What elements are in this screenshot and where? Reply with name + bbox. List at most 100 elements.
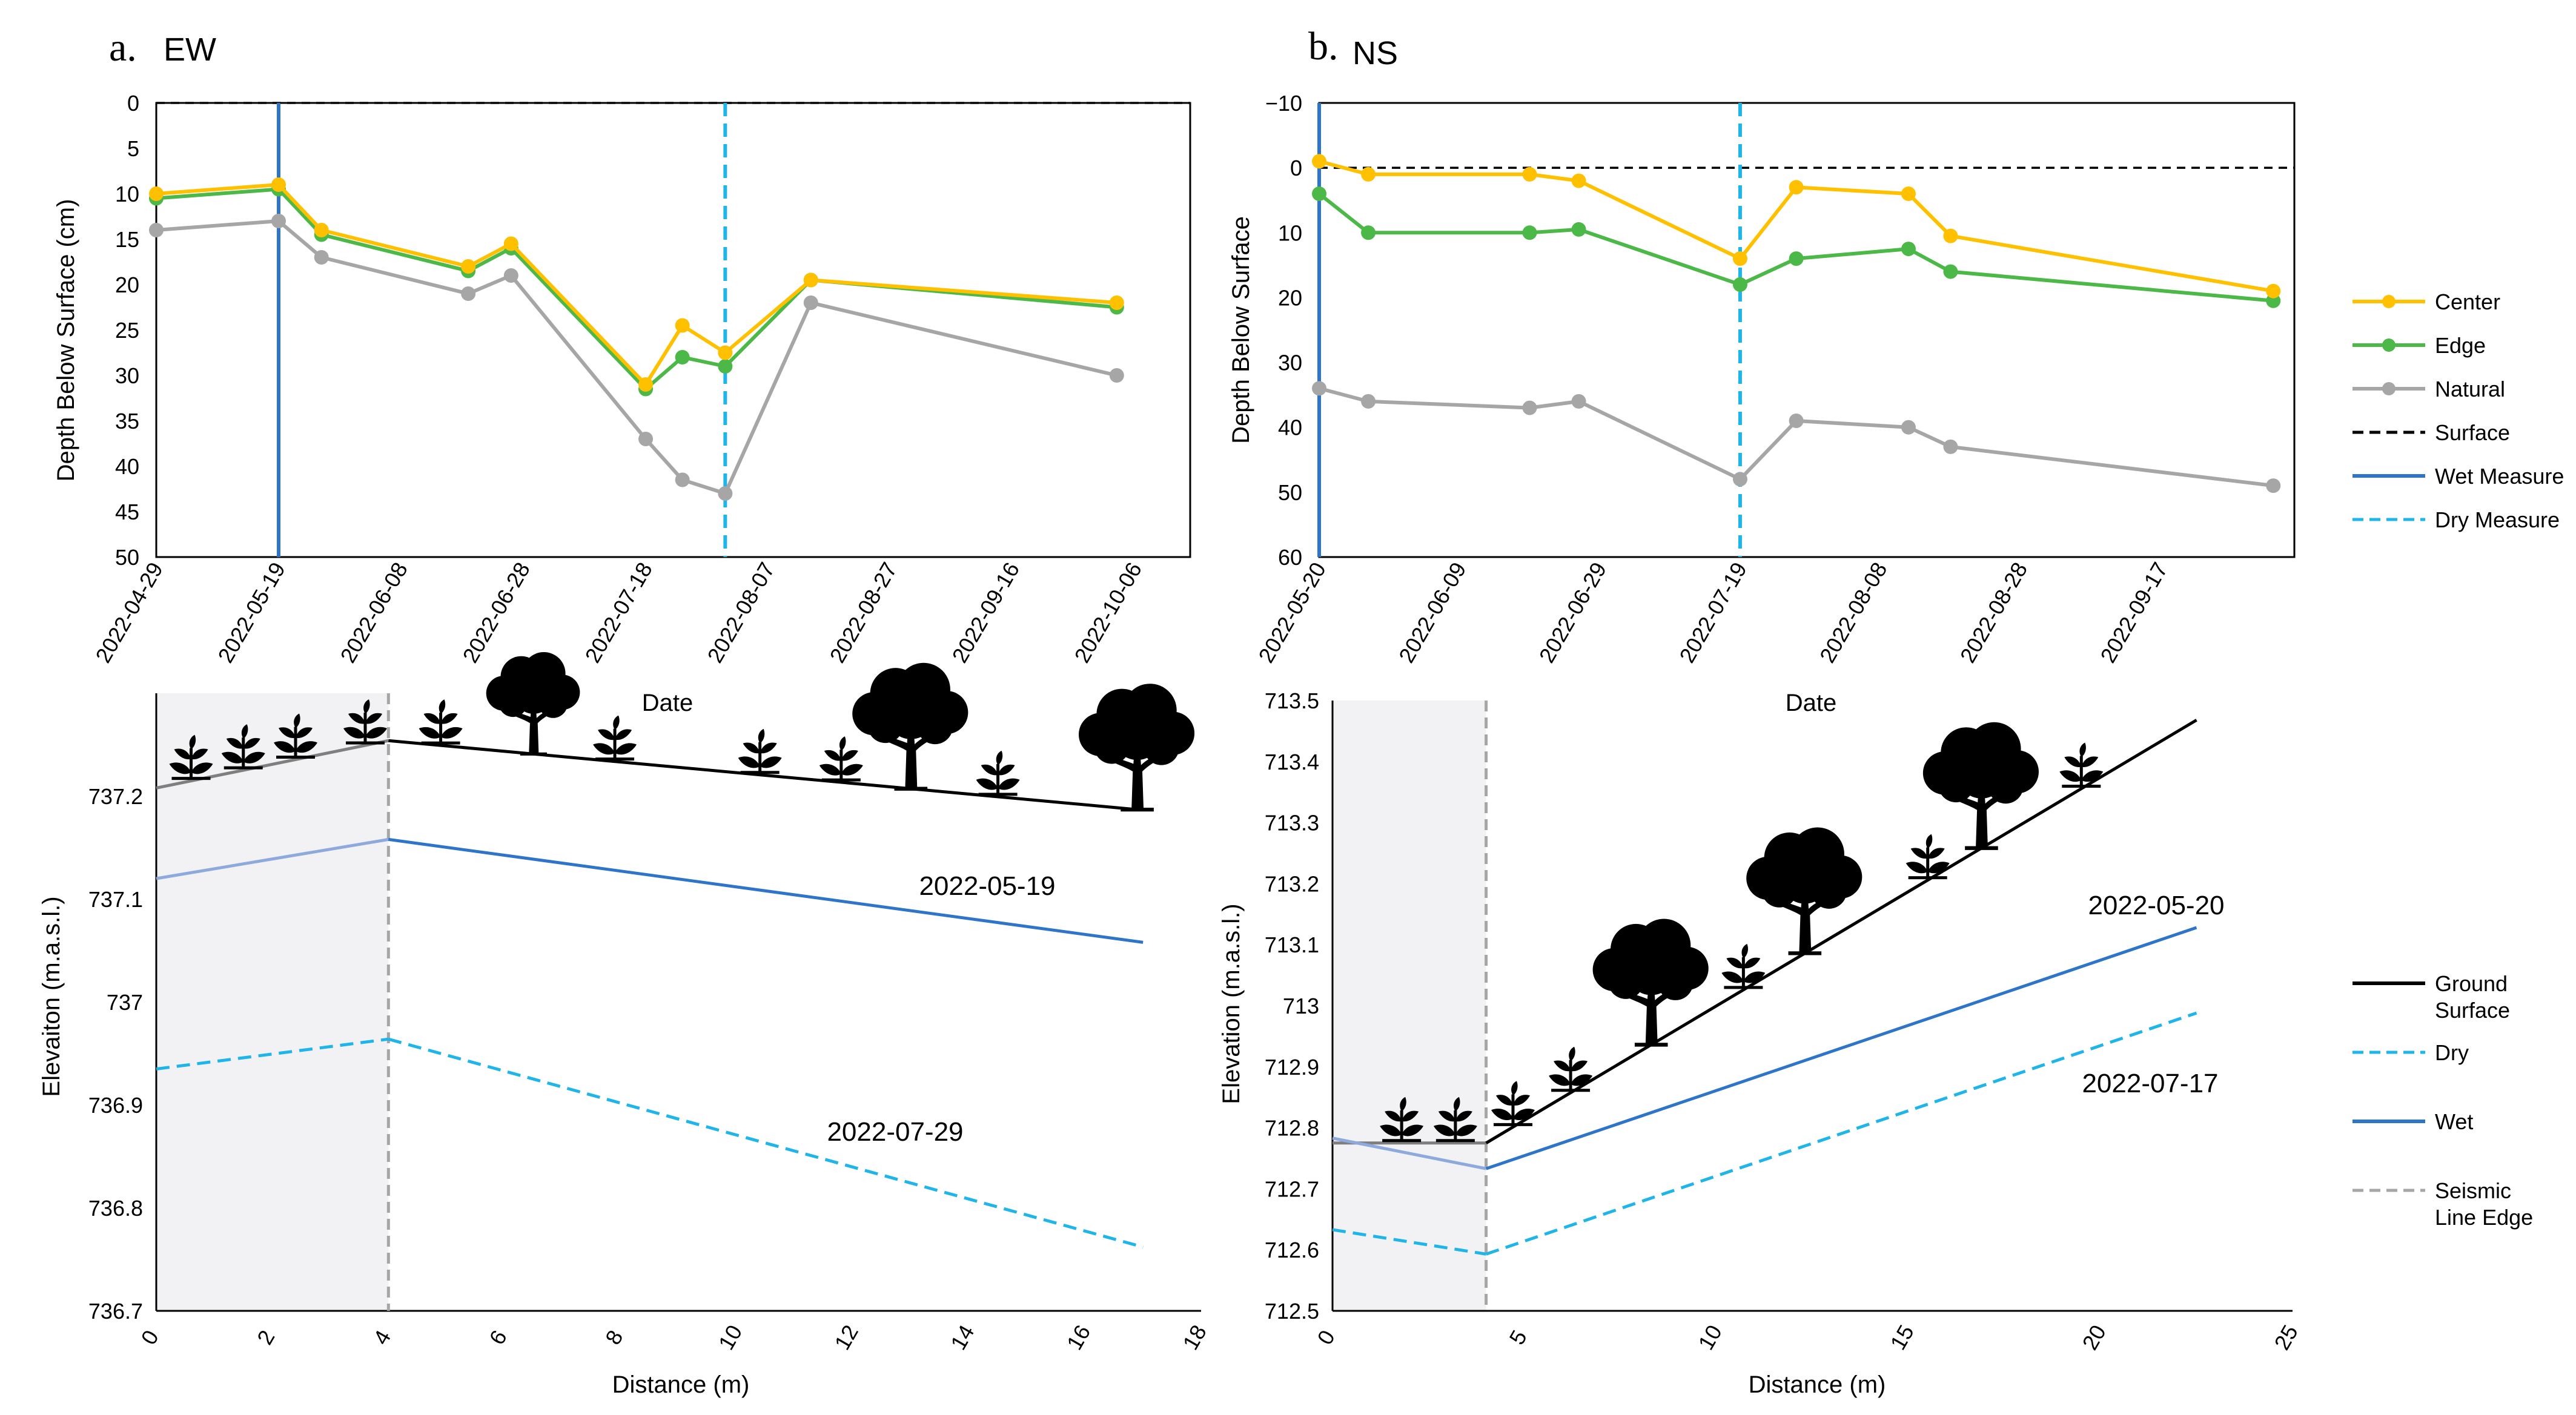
y-tick-label: 0 xyxy=(127,91,139,116)
series-natural-point xyxy=(1522,400,1537,415)
series-center-point xyxy=(1361,167,1376,182)
series-edge-point xyxy=(1943,264,1958,279)
y-tick-label: 10 xyxy=(115,182,139,206)
x-tick-label: 2022-07-19 xyxy=(1674,558,1752,667)
plant-icon xyxy=(593,716,637,759)
y-tick-label: 713.1 xyxy=(1265,932,1319,957)
series-center-point xyxy=(314,223,329,237)
tree-icon xyxy=(1593,919,1709,1045)
y-tick-label: 712.6 xyxy=(1265,1238,1319,1262)
y-tick-label: 737.1 xyxy=(88,887,143,912)
y-tick-label: 20 xyxy=(1278,285,1302,310)
series-center-point xyxy=(638,377,654,392)
series-center-point xyxy=(1109,295,1124,310)
legend-label: Wet Measure xyxy=(2435,464,2564,489)
x-tick-label: 0 xyxy=(1312,1326,1340,1349)
y-tick-label: 736.7 xyxy=(88,1299,143,1324)
tree-icon xyxy=(1079,684,1194,810)
series-center-point xyxy=(803,272,818,288)
legend-label: Wet xyxy=(2435,1109,2473,1134)
legend-label: Dry Measure xyxy=(2435,507,2560,532)
y-tick-label: 712.9 xyxy=(1265,1055,1319,1080)
series-natural-point xyxy=(2266,478,2281,493)
y-tick-label: 713.3 xyxy=(1265,811,1319,836)
x-tick-label: 2022-08-28 xyxy=(1955,558,2033,667)
series-natural-point xyxy=(1789,414,1804,428)
ground-surface-segment xyxy=(388,739,1137,811)
series-natural-point xyxy=(1571,394,1586,409)
tree-icon xyxy=(486,652,580,754)
y-tick-label: 713.5 xyxy=(1265,688,1319,713)
dry-profile-segment xyxy=(1485,1011,2197,1256)
x-tick-label: 2022-07-18 xyxy=(580,558,657,667)
plant-icon xyxy=(976,751,1020,794)
x-tick-label: 16 xyxy=(1062,1321,1096,1354)
legend-label: Edge xyxy=(2435,333,2486,358)
wet-profile-seismic-segment xyxy=(1332,1136,1487,1170)
chart-a-depth-ew: Depth Below Surface (cm) Date 0 5 10 15 20 25… xyxy=(53,91,1191,716)
y-tick-label: 713 xyxy=(1283,994,1319,1018)
legend-label: Surface xyxy=(2435,998,2510,1023)
x-tick-label: 2022-08-27 xyxy=(824,558,902,667)
series-edge-point xyxy=(718,359,733,374)
legend-marker xyxy=(2382,382,2396,395)
series-natural-point xyxy=(461,286,476,301)
x-axis-label: Distance (m) xyxy=(612,1371,750,1398)
series-center-point xyxy=(718,345,733,360)
x-tick-label: 4 xyxy=(368,1326,396,1349)
series-natural-point xyxy=(1732,472,1747,487)
dry-profile-seismic-segment xyxy=(1332,1228,1486,1256)
y-tick-label: 30 xyxy=(1278,351,1302,375)
panel-a-subtitle: EW xyxy=(164,31,216,68)
series-center-point xyxy=(1789,180,1804,195)
wet-date-label: 2022-05-20 xyxy=(2088,891,2224,920)
series-natural-point xyxy=(1312,381,1326,396)
dry-date-label: 2022-07-17 xyxy=(2082,1069,2218,1098)
y-tick-label: 60 xyxy=(1278,545,1302,570)
x-tick-label: 8 xyxy=(600,1326,628,1349)
legend-label: Natural xyxy=(2435,377,2505,401)
x-tick-label: 2022-04-29 xyxy=(90,558,168,667)
x-axis-label: Distance (m) xyxy=(1749,1371,1886,1398)
y-axis-label: Elevation (m.a.s.l.) xyxy=(1218,903,1245,1104)
plant-icon xyxy=(819,736,863,780)
legend-label: Center xyxy=(2435,289,2500,314)
series-center-line xyxy=(156,183,1117,386)
x-tick-label: 2022-08-07 xyxy=(702,558,780,667)
series-edge-line xyxy=(156,187,1117,391)
x-axis-label: Date xyxy=(642,690,694,716)
y-tick-label: 40 xyxy=(1278,415,1302,440)
x-tick-label: 2022-05-19 xyxy=(213,558,290,667)
x-tick-label: 5 xyxy=(1504,1326,1532,1349)
plot-frame xyxy=(1318,102,2296,558)
x-tick-label: 2022-09-16 xyxy=(947,558,1024,667)
series-natural-point xyxy=(149,223,164,237)
seismic-line-area xyxy=(1333,701,1486,1311)
wet-profile-segment xyxy=(388,837,1144,944)
y-axis-label: Elevaiton (m.a.s.l.) xyxy=(38,896,65,1097)
y-tick-label: 10 xyxy=(1278,220,1302,245)
series-natural-point xyxy=(1109,368,1124,383)
y-tick-label: 5 xyxy=(127,136,139,161)
series-edge-point xyxy=(1312,186,1326,201)
series-center-point xyxy=(149,186,164,201)
ground-surface-segment xyxy=(1485,719,2197,1144)
series-natural-point xyxy=(1943,439,1958,454)
x-tick-label: 2022-06-09 xyxy=(1394,558,1471,667)
plot-frame xyxy=(155,102,1191,558)
legend-marker xyxy=(2382,295,2396,308)
y-tick-label: 50 xyxy=(1278,480,1302,505)
legend-label: Line Edge xyxy=(2435,1205,2533,1230)
series-edge-line xyxy=(1318,192,2274,303)
panel-a-label: a. xyxy=(109,25,137,70)
dry-profile-seismic-segment xyxy=(156,1037,389,1070)
tree-icon xyxy=(1923,722,2039,848)
tree-icon xyxy=(1746,827,1862,953)
panel-b-label: b. xyxy=(1308,24,1339,68)
series-center-point xyxy=(1522,167,1537,182)
chart-b-depth-ns: Depth Below Surface Date −10 0 10 20 30 40 50 6… xyxy=(1228,91,2296,716)
series-natural-point xyxy=(314,250,329,265)
series-center-point xyxy=(271,177,286,192)
series-edge-point xyxy=(1522,225,1537,240)
